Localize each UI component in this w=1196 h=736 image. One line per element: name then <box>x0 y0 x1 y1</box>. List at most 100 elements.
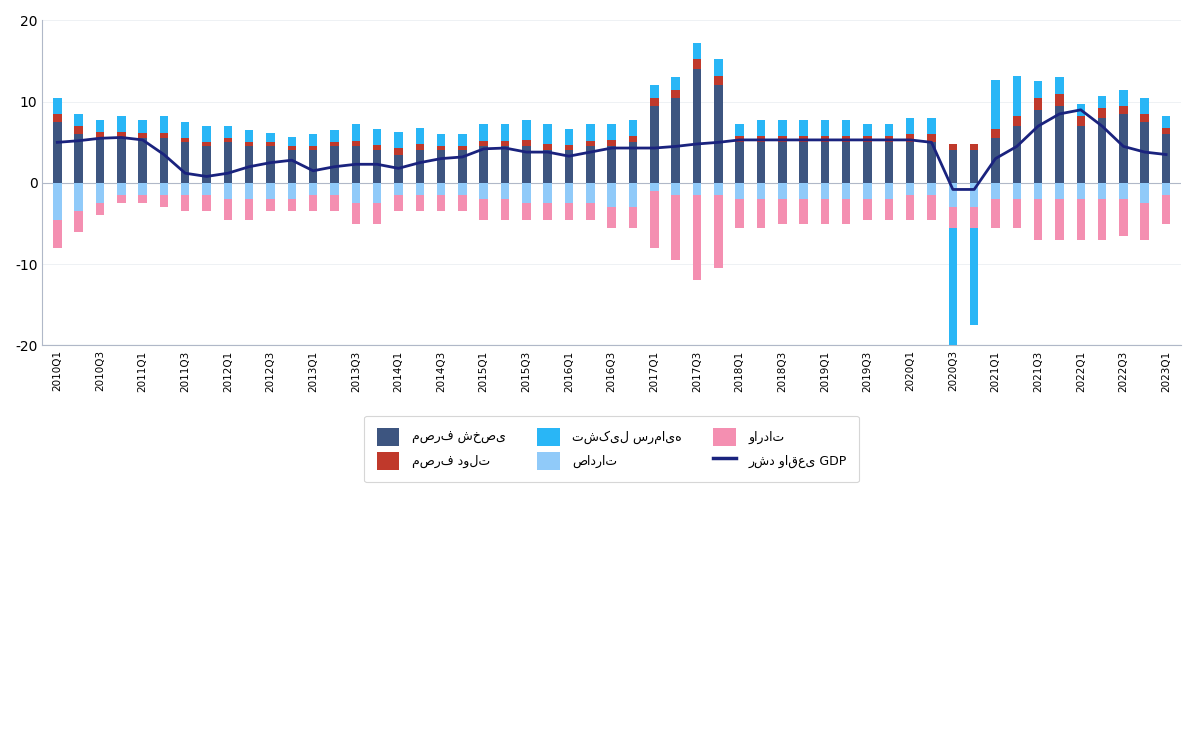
Bar <box>651 106 659 183</box>
Bar <box>117 132 126 138</box>
Bar <box>437 150 445 183</box>
Bar <box>245 183 254 199</box>
Bar <box>53 98 61 114</box>
Bar <box>53 114 61 122</box>
Bar <box>395 183 403 195</box>
Bar <box>480 183 488 199</box>
Bar <box>523 183 531 203</box>
Bar <box>1055 93 1063 106</box>
Bar <box>1119 183 1128 199</box>
Bar <box>757 136 765 142</box>
Bar <box>1033 183 1043 199</box>
Bar <box>159 183 169 195</box>
Bar <box>629 183 637 208</box>
Bar <box>1033 82 1043 98</box>
Bar <box>1013 126 1021 183</box>
Bar <box>927 118 935 134</box>
Bar <box>885 183 893 199</box>
Bar <box>565 145 573 150</box>
Bar <box>395 132 403 148</box>
Bar <box>74 183 83 211</box>
Bar <box>651 98 659 106</box>
Bar <box>1119 106 1128 114</box>
Bar <box>1055 77 1063 93</box>
Bar <box>287 150 297 183</box>
Bar <box>139 183 147 195</box>
Bar <box>309 134 317 146</box>
Bar <box>671 195 679 260</box>
Bar <box>501 146 509 183</box>
Bar <box>1076 105 1085 116</box>
Bar <box>458 183 466 195</box>
Bar <box>373 150 382 183</box>
Bar <box>1098 108 1106 118</box>
Bar <box>736 199 744 227</box>
Bar <box>139 138 147 183</box>
Bar <box>117 183 126 195</box>
Bar <box>245 130 254 142</box>
Bar <box>437 195 445 211</box>
Bar <box>543 150 553 183</box>
Bar <box>651 183 659 191</box>
Bar <box>1141 183 1149 203</box>
Bar <box>96 119 104 132</box>
Bar <box>885 136 893 142</box>
Bar <box>779 142 787 183</box>
Bar <box>96 138 104 183</box>
Bar <box>309 195 317 211</box>
Bar <box>757 142 765 183</box>
Bar <box>608 124 616 140</box>
Bar <box>608 208 616 227</box>
Bar <box>267 132 275 142</box>
Bar <box>245 199 254 219</box>
Bar <box>415 150 425 183</box>
Bar <box>905 118 915 134</box>
Bar <box>330 146 338 183</box>
Bar <box>651 191 659 248</box>
Bar <box>736 124 744 136</box>
Bar <box>181 195 189 211</box>
Bar <box>373 129 382 145</box>
Bar <box>629 208 637 227</box>
Bar <box>224 142 232 183</box>
Bar <box>395 195 403 211</box>
Bar <box>309 146 317 150</box>
Bar <box>629 119 637 136</box>
Bar <box>948 183 957 208</box>
Bar <box>139 132 147 138</box>
Bar <box>991 199 1000 227</box>
Bar <box>202 126 210 142</box>
Bar <box>543 203 553 219</box>
Bar <box>779 119 787 136</box>
Bar <box>927 183 935 195</box>
Bar <box>1119 90 1128 106</box>
Bar <box>736 183 744 199</box>
Bar <box>651 85 659 98</box>
Bar <box>1013 199 1021 227</box>
Bar <box>330 142 338 146</box>
Bar <box>948 144 957 150</box>
Bar <box>927 142 935 183</box>
Bar <box>501 141 509 146</box>
Bar <box>480 199 488 219</box>
Bar <box>948 150 957 183</box>
Bar <box>117 138 126 183</box>
Bar <box>779 199 787 224</box>
Bar <box>1141 203 1149 240</box>
Bar <box>692 43 701 60</box>
Bar <box>480 146 488 183</box>
Bar <box>159 116 169 132</box>
Bar <box>692 69 701 183</box>
Bar <box>373 145 382 150</box>
Bar <box>1013 76 1021 116</box>
Bar <box>523 119 531 140</box>
Bar <box>714 76 722 85</box>
Bar <box>395 155 403 183</box>
Bar <box>74 134 83 183</box>
Bar <box>927 195 935 219</box>
Bar <box>139 195 147 203</box>
Bar <box>1119 114 1128 183</box>
Bar <box>970 227 978 325</box>
Bar <box>820 119 829 136</box>
Bar <box>117 195 126 203</box>
